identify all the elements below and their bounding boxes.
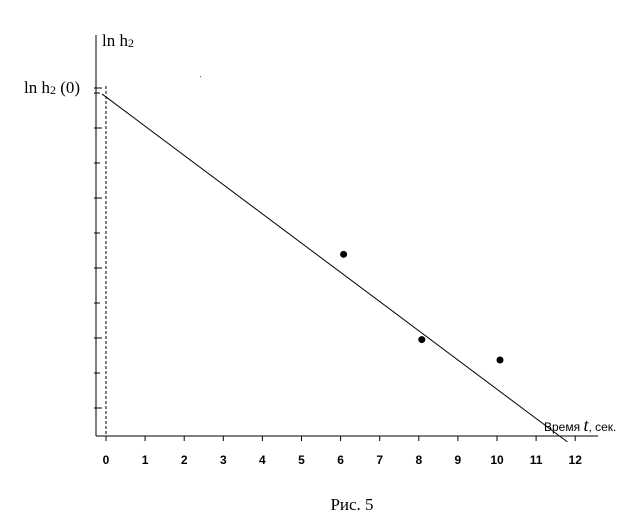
- x-tick-label-12: 12: [569, 453, 583, 467]
- x-axis-ticks: [105, 436, 576, 441]
- figure-caption: Рис. 5: [330, 495, 373, 514]
- x-tick-label-8: 8: [415, 453, 422, 467]
- x-tick-label-3: 3: [220, 453, 227, 467]
- y-intercept-label: ln h2 (0): [24, 78, 80, 97]
- x-tick-label-10: 10: [490, 453, 504, 467]
- data-points: [340, 250, 504, 364]
- x-tick-label-9: 9: [455, 453, 462, 467]
- x-tick-label-2: 2: [181, 453, 188, 467]
- regression-line: [101, 93, 568, 443]
- data-point-2: [418, 336, 426, 344]
- data-point-1: [340, 250, 348, 258]
- x-axis-tick-labels: 0 1 2 3 4 5 6 7 8 9 10 11 12: [103, 453, 583, 467]
- data-point-3: [496, 356, 504, 364]
- stray-dot: [200, 76, 201, 77]
- x-tick-label-7: 7: [376, 453, 383, 467]
- x-axis-label: Время t, сек.: [544, 415, 616, 435]
- y-axis-ticks: [94, 87, 102, 409]
- x-tick-label-5: 5: [298, 453, 305, 467]
- x-tick-label-0: 0: [103, 453, 110, 467]
- x-tick-label-11: 11: [530, 453, 543, 467]
- x-tick-label-6: 6: [337, 453, 344, 467]
- x-tick-label-1: 1: [142, 453, 149, 467]
- y-axis-label: ln h2: [102, 31, 134, 50]
- x-tick-label-4: 4: [259, 453, 266, 467]
